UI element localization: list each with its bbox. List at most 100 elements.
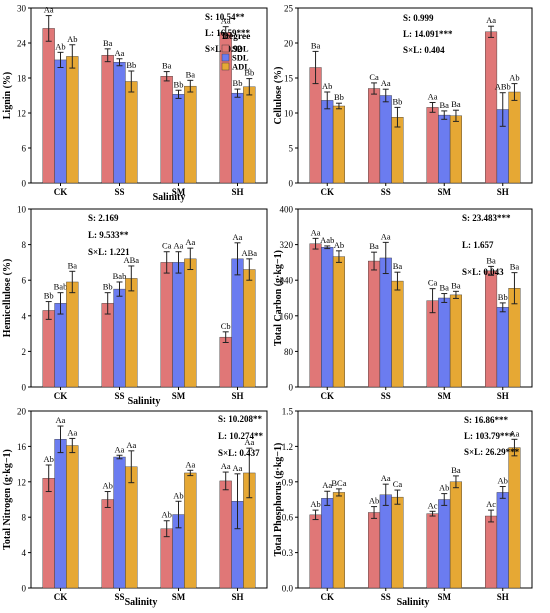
data-label: Aa — [185, 237, 195, 247]
data-label: Ba — [162, 61, 172, 71]
data-label: Bb — [334, 92, 344, 102]
bar — [101, 55, 114, 184]
stats-annotation: L: 1.657 — [462, 240, 494, 250]
data-label: Aa — [67, 427, 77, 437]
data-label: Ac — [486, 499, 496, 509]
data-label: Ab — [310, 499, 320, 509]
data-label: Ba — [393, 261, 403, 271]
data-label: Aa — [221, 16, 231, 26]
y-tick-label: 12 — [17, 109, 26, 119]
bar — [172, 262, 185, 388]
y-tick-label: 0.3 — [282, 548, 294, 558]
bar — [379, 494, 392, 589]
bar — [231, 258, 244, 388]
data-label: Ca — [162, 241, 172, 251]
bar — [368, 512, 381, 589]
data-label: Ab — [173, 490, 183, 500]
y-tick-label: 80 — [284, 347, 294, 357]
bar — [438, 114, 451, 184]
stats-annotation: L: 16.59*** — [205, 28, 251, 38]
bar — [113, 456, 126, 589]
bar — [101, 499, 114, 589]
y-tick-label: 0.0 — [282, 584, 294, 594]
stats-annotation: S: 0.999 — [403, 13, 434, 23]
data-label: Aa — [428, 92, 438, 102]
bar — [42, 28, 55, 184]
data-label: Ab — [44, 454, 54, 464]
x-tick-label: CK — [321, 391, 335, 401]
x-tick-label: SH — [231, 187, 243, 197]
legend-label: SDL — [232, 53, 249, 63]
bar — [113, 62, 126, 184]
data-label: Aa — [221, 461, 231, 471]
bar — [449, 481, 463, 589]
stats-annotation: S: 10.54** — [205, 12, 245, 22]
stats-annotation: L: 103.79*** — [464, 431, 514, 441]
bar — [243, 269, 256, 388]
y-tick-label: 8 — [22, 240, 27, 250]
data-label: Bb — [244, 68, 254, 78]
data-label: Aa — [244, 437, 254, 447]
x-tick-label: SH — [497, 592, 509, 602]
bar — [160, 528, 173, 589]
y-tick-label: 12 — [17, 477, 26, 487]
stats-annotation: L: 14.091*** — [403, 29, 453, 39]
y-tick-label: 160 — [280, 311, 294, 321]
y-tick-label: 2 — [22, 347, 27, 357]
y-axis-label: Cellulose (%) — [273, 66, 284, 124]
y-tick-label: 20 — [284, 39, 294, 49]
y-tick-label: 20 — [17, 407, 27, 417]
bar — [368, 88, 381, 184]
data-label: Bb — [498, 292, 508, 302]
bar — [332, 492, 346, 589]
legend-label: ADL — [232, 62, 250, 72]
bar — [54, 303, 67, 388]
data-label: Ba — [486, 255, 496, 265]
stats-annotation: S: 2.169 — [88, 213, 119, 223]
data-label: Ab — [162, 510, 172, 520]
x-axis-label: Salinity — [397, 597, 430, 608]
bar — [184, 85, 197, 184]
data-label: Aa — [233, 232, 243, 242]
y-axis-label: Total Carbon (g·kg−1) — [273, 250, 284, 346]
x-tick-label: SS — [114, 391, 124, 401]
y-tick-label: 10 — [284, 109, 294, 119]
x-tick-label: SS — [381, 391, 391, 401]
bar — [184, 258, 197, 388]
x-axis-label: Salinity — [128, 396, 161, 407]
bar — [485, 270, 498, 388]
x-tick-label: CK — [54, 187, 68, 197]
stats-annotation: S: 16.86*** — [464, 415, 509, 425]
data-label: Ab — [369, 496, 379, 506]
bar — [426, 300, 439, 388]
stats-annotation: S×L: 1.221 — [88, 247, 130, 257]
chart-panel-4: 0 80 160 240 320 400 Total Carbon (g·kg−1) CK Aa… — [273, 205, 533, 401]
stats-annotation: S×L: 0.437 — [218, 448, 260, 458]
y-tick-label: 0 — [289, 383, 294, 393]
legend-swatch — [221, 53, 230, 62]
y-tick-label: 25 — [284, 4, 294, 14]
x-tick-label: SH — [231, 592, 243, 602]
y-tick-label: 24 — [17, 39, 27, 49]
data-label: ABa — [124, 255, 140, 265]
bar — [485, 515, 498, 589]
data-label: Ba — [103, 38, 113, 48]
x-tick-label: SM — [172, 187, 186, 197]
x-tick-label: SS — [114, 187, 124, 197]
bar — [42, 310, 55, 388]
data-label: Bb — [126, 60, 136, 70]
y-axis-label: Lignin (%) — [2, 72, 13, 120]
data-label: Ab — [509, 73, 519, 83]
stats-annotation: S×L: 0.043 — [462, 267, 504, 277]
data-label: Ca — [393, 479, 403, 489]
x-tick-label: SH — [497, 391, 509, 401]
y-tick-label: 5 — [289, 144, 294, 154]
data-label: Aa — [126, 440, 136, 450]
data-label: Ac — [428, 500, 438, 510]
data-label: Ba — [440, 283, 450, 293]
data-label: Bb — [392, 96, 402, 106]
